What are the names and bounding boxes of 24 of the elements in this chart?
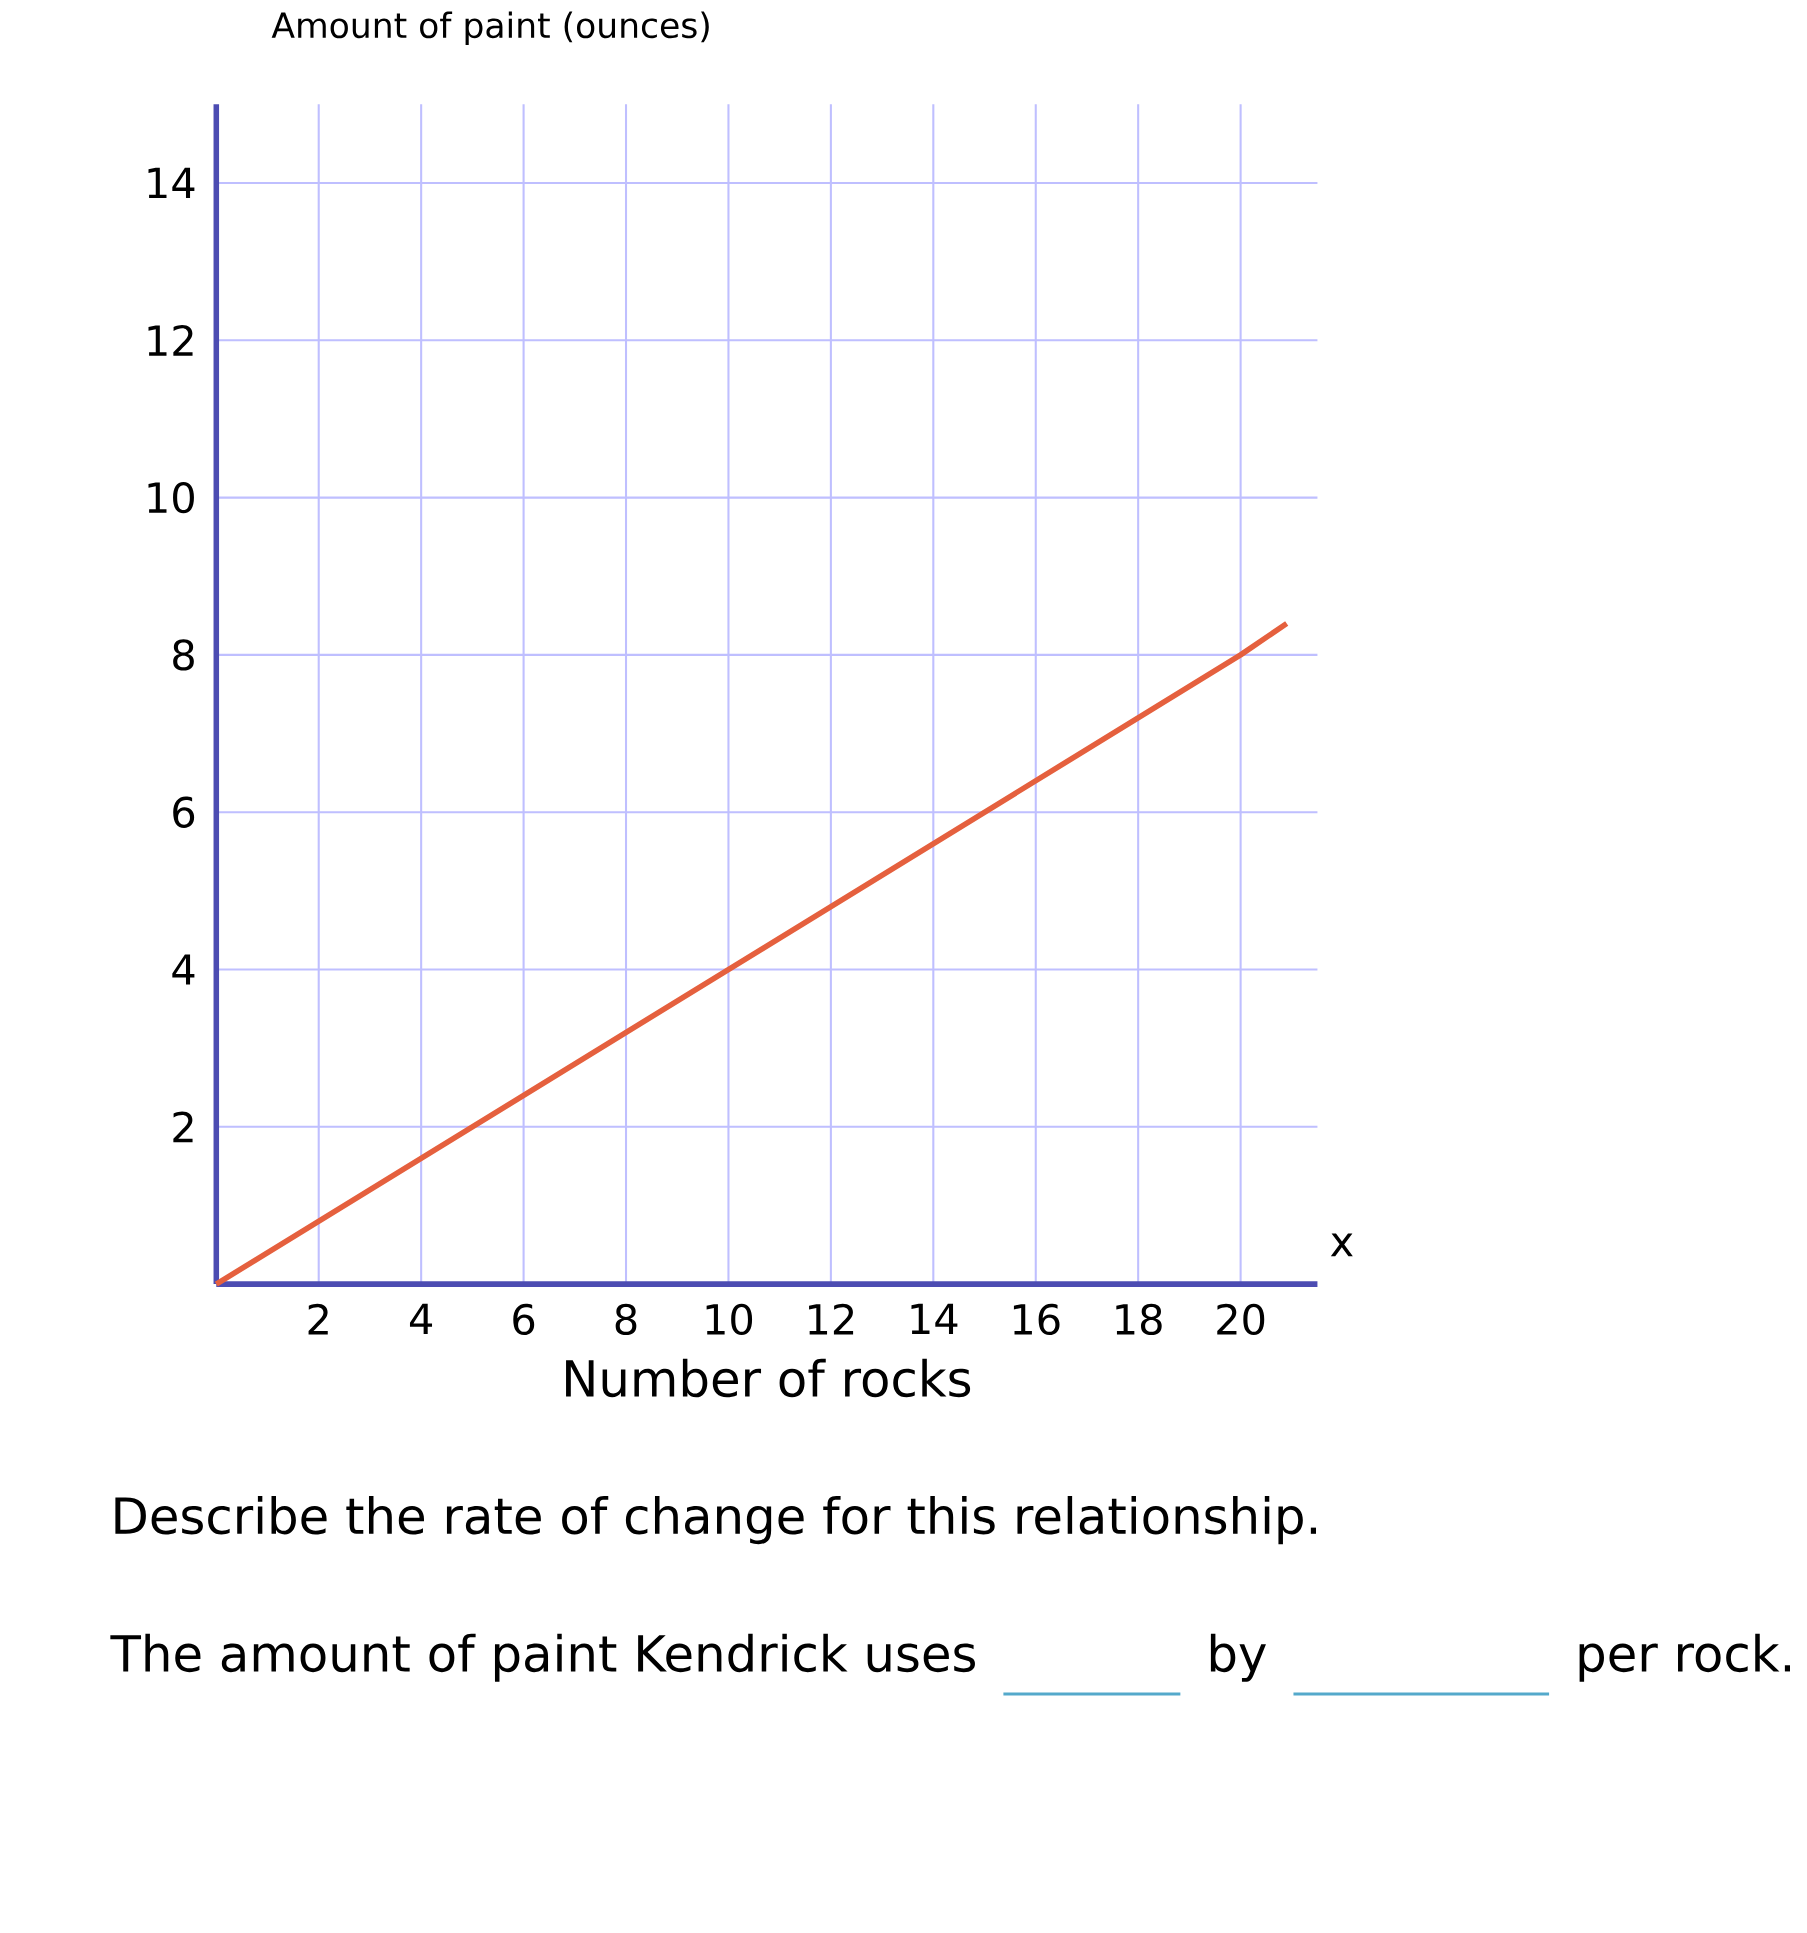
text: per rock. [1579,1633,1791,1682]
y-tick-label: 14 [148,167,195,199]
text: The amount of paint Kendrick uses [110,1633,976,1682]
x-tick-label: 8 [615,1303,637,1336]
text: Describe the rate of change for this relationship. [115,1496,1317,1545]
y-axis-title: Amount of paint (ounces) [271,11,709,45]
y-tick-label: 8 [173,639,194,671]
x-tick-label: 10 [706,1303,753,1336]
y-tick-label: 2 [173,1111,193,1143]
x-tick-label: 4 [410,1303,433,1334]
y-tick-label: 12 [148,324,193,356]
y-tick-label: 10 [148,481,194,514]
y-tick-label: 6 [173,796,195,828]
x-tick-label: 18 [1116,1303,1162,1336]
text: x [1330,1233,1353,1257]
x-axis-title: Number of rocks [566,1358,971,1398]
x-tick-label: 14 [911,1303,958,1334]
x-tick-label: 6 [513,1303,535,1336]
x-tick-label: 20 [1217,1303,1265,1336]
x-tick-label: 16 [1013,1303,1060,1336]
y-tick-label: 4 [172,954,195,985]
x-tick-label: 12 [809,1303,854,1335]
x-tick-label: 2 [308,1303,328,1335]
text: by [1210,1633,1267,1682]
